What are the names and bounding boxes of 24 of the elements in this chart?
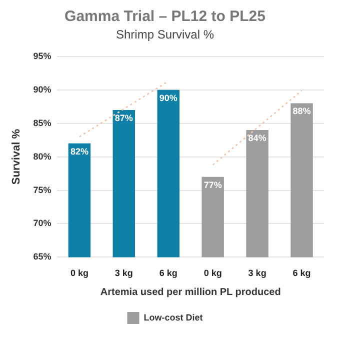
data-label: 82% (70, 146, 88, 156)
x-tick-label: 0 kg (204, 268, 222, 278)
data-label: 87% (114, 112, 133, 123)
data-label: 88% (292, 106, 311, 116)
x-tick-label: 3 kg (248, 268, 266, 278)
chart-title: Gamma Trial – PL12 to PL25 (64, 8, 266, 26)
chart-subtitle: Shrimp Survival % (116, 28, 214, 42)
data-label: 84% (248, 133, 266, 144)
y-tick-label: 65% (33, 252, 52, 262)
y-tick-label: 75% (33, 184, 52, 195)
y-tick-label: 85% (33, 118, 52, 128)
y-tick-label: 80% (33, 151, 52, 162)
data-label: 90% (159, 92, 178, 103)
y-tick-label: 95% (33, 50, 52, 61)
x-tick-label: 3 kg (114, 268, 133, 278)
x-tick-label: 6 kg (292, 268, 311, 278)
x-tick-label: 0 kg (70, 268, 88, 278)
y-axis-title: Survival % (10, 128, 23, 185)
legend-label: Low-cost Diet (144, 312, 203, 322)
y-tick-label: 90% (33, 84, 52, 94)
data-label: 77% (204, 180, 222, 190)
y-tick-label: 70% (33, 218, 52, 228)
x-tick-label: 6 kg (159, 268, 178, 278)
x-axis-title: Artemia used per million PL produced (100, 286, 281, 298)
